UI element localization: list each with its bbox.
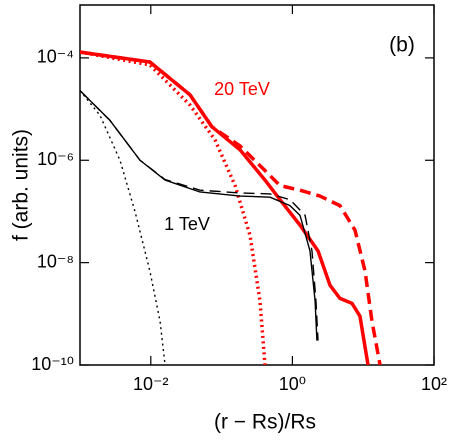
series-line bbox=[80, 50, 370, 365]
x-tick-label: 10⁰ bbox=[279, 374, 306, 394]
y-tick-label: 10⁻⁸ bbox=[37, 251, 74, 271]
series-line bbox=[80, 90, 166, 365]
panel-label: (b) bbox=[389, 34, 415, 57]
x-tick-label: 10² bbox=[421, 374, 447, 394]
y-tick-label: 10⁻⁶ bbox=[37, 149, 74, 169]
y-tick-label: 10⁻⁴ bbox=[37, 47, 74, 67]
plot-frame bbox=[79, 4, 435, 366]
x-axis-label: (r − Rs)/Rs bbox=[214, 411, 316, 434]
y-tick-label: 10⁻¹⁰ bbox=[31, 354, 74, 374]
y-axis-label: f (arb. units) bbox=[10, 129, 33, 241]
annotation: 20 TeV bbox=[214, 79, 270, 99]
series-line bbox=[80, 50, 267, 365]
annotation: 1 TeV bbox=[164, 214, 210, 234]
x-tick-label: 10⁻² bbox=[133, 374, 169, 394]
series-line bbox=[80, 90, 318, 341]
series-line bbox=[80, 50, 382, 365]
